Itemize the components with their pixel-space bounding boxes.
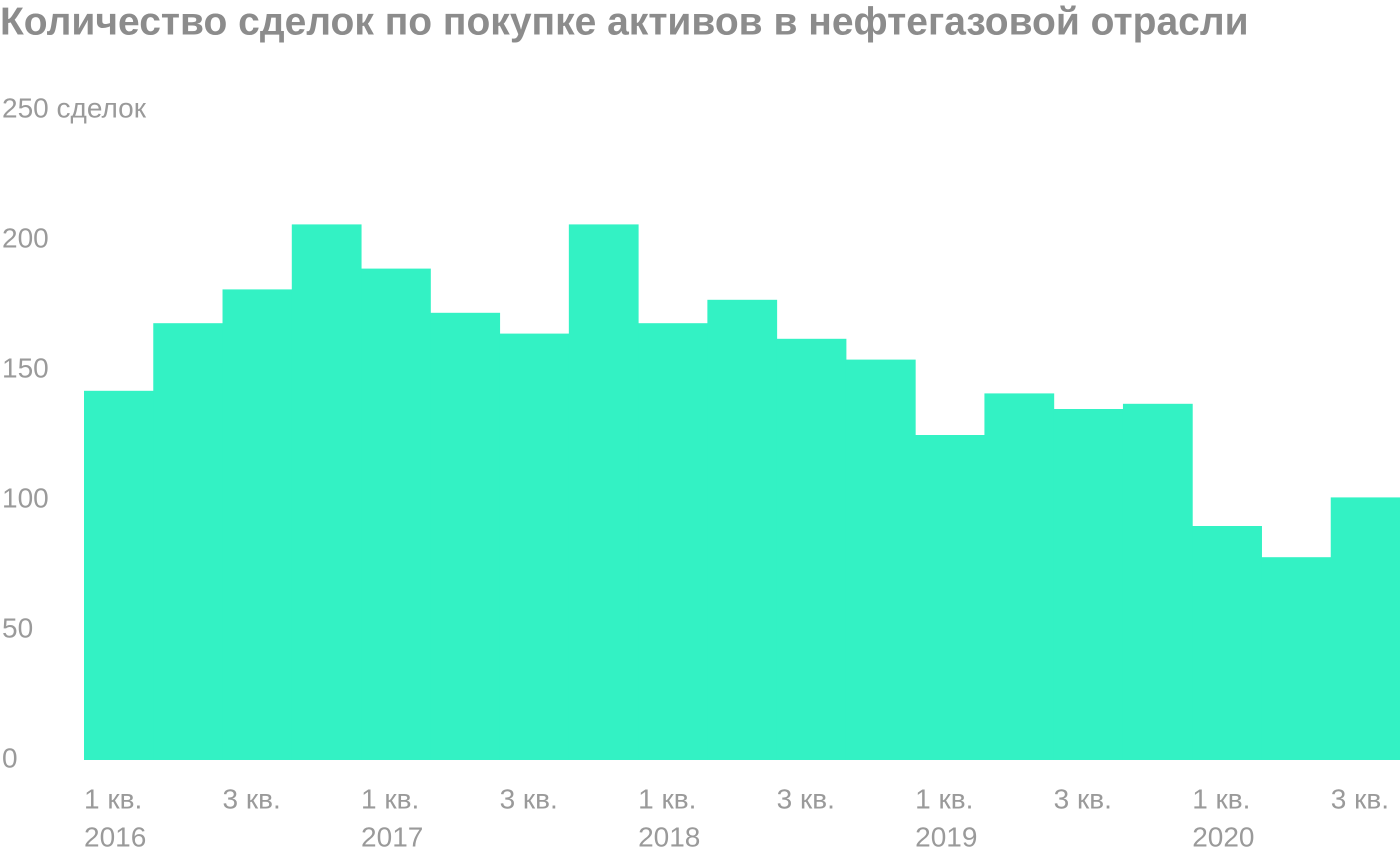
x-tick-label: 2016 (84, 821, 146, 852)
bar (1330, 497, 1400, 760)
y-tick-label: 50 (2, 612, 33, 643)
bar (776, 338, 847, 760)
y-tick-label: 250 сделок (2, 92, 147, 123)
x-tick-label: 3 кв. (1331, 783, 1389, 814)
x-tick-label: 1 кв. (84, 783, 142, 814)
x-tick-label: 3 кв. (777, 783, 835, 814)
y-tick-label: 200 (2, 222, 49, 253)
bar (291, 224, 362, 760)
chart-title: Количество сделок по покупке активов в н… (0, 0, 1249, 43)
x-tick-label: 2017 (361, 821, 423, 852)
y-tick-label: 150 (2, 352, 49, 383)
bar (984, 393, 1055, 760)
x-tick-label: 3 кв. (223, 783, 281, 814)
x-tick-label: 1 кв. (361, 783, 419, 814)
bar (153, 323, 224, 760)
y-tick-label: 0 (2, 742, 18, 773)
bar (568, 224, 639, 760)
bar (361, 268, 431, 760)
bar (845, 359, 916, 760)
x-tick-label: 3 кв. (1054, 783, 1112, 814)
x-tick-label: 2020 (1192, 821, 1254, 852)
x-tick-label: 3 кв. (500, 783, 558, 814)
bar (638, 323, 708, 760)
x-tick-label: 2019 (915, 821, 977, 852)
bar (1192, 526, 1262, 760)
bar (707, 299, 778, 760)
bar (1261, 557, 1332, 760)
x-tick-label: 2018 (638, 821, 700, 852)
bar (499, 333, 570, 760)
y-tick-label: 100 (2, 482, 49, 513)
x-tick-label: 1 кв. (638, 783, 696, 814)
bar (222, 289, 293, 760)
bar (84, 390, 154, 760)
x-tick-label: 1 кв. (915, 783, 973, 814)
bar (430, 312, 501, 760)
bar (1053, 409, 1124, 760)
bar (915, 435, 985, 760)
bar (1122, 403, 1193, 760)
x-tick-label: 1 кв. (1192, 783, 1250, 814)
